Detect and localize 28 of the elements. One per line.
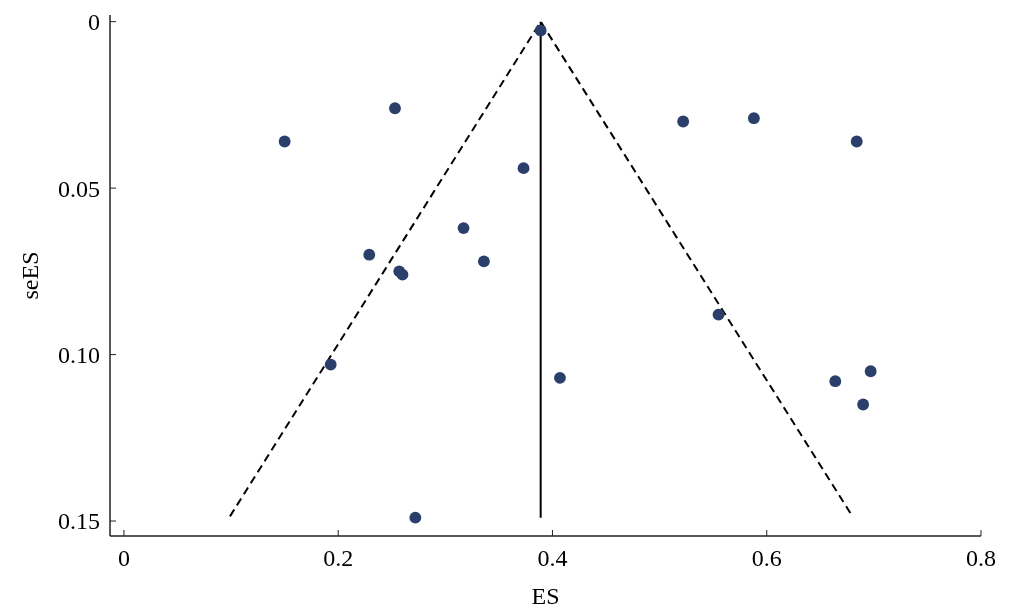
point [857,398,870,411]
x-tick-label: 0.8 [966,545,996,571]
point [517,162,530,175]
x-tick-label: 0.2 [323,545,354,571]
point [457,222,470,234]
x-tick-label: 0 [117,545,130,571]
point [712,308,725,321]
y-tick-label: 0 [88,9,100,36]
point [409,511,422,524]
point [477,255,490,268]
point [278,135,291,148]
point [850,135,863,148]
point [389,102,401,115]
point [677,115,690,128]
x-tick-label: 0.6 [751,545,782,571]
point [747,112,760,125]
point [324,358,337,371]
point [363,248,376,261]
y-axis-title: seES [17,251,43,300]
y-tick-label: 0.15 [58,508,100,535]
point [864,365,877,378]
point [534,24,547,37]
point [554,371,566,384]
y-tick-label: 0.10 [58,341,100,368]
y-tick-label: 0.05 [58,175,100,202]
x-axis-title: ES [531,583,560,609]
point [829,375,842,388]
x-tick-label: 0.4 [537,545,568,571]
